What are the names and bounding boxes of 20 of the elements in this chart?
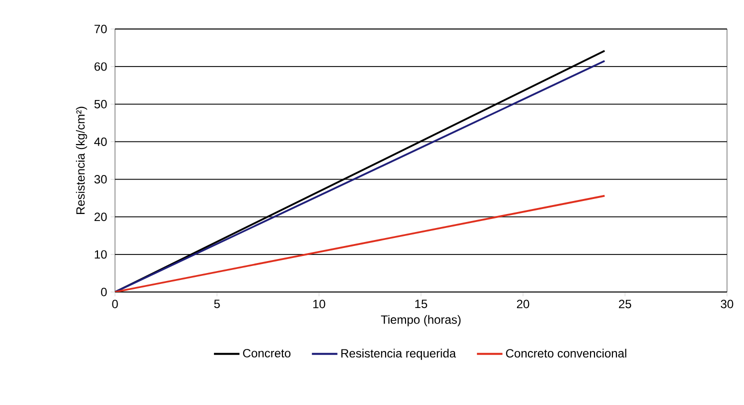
- y-tick-label: 20: [94, 212, 107, 222]
- x-axis-title: Tiempo (horas): [380, 315, 461, 326]
- y-tick-label: 50: [94, 100, 107, 108]
- y-tick-label: 40: [94, 137, 107, 146]
- x-tick-label: 15: [415, 300, 428, 308]
- y-tick-label: 0: [101, 288, 107, 296]
- y-axis-title: Resistencia (kg/cm²): [76, 106, 88, 214]
- legend-label: Concreto: [243, 348, 290, 358]
- x-tick-label: 30: [720, 300, 734, 308]
- y-tick-label: 70: [94, 24, 107, 34]
- x-tick-label: 5: [214, 300, 220, 308]
- legend-label: Resistencia requerida: [341, 348, 456, 360]
- y-tick-label: 60: [94, 62, 107, 71]
- x-tick-label: 20: [516, 300, 530, 308]
- x-tick-label: 10: [313, 300, 326, 308]
- x-tick-label: 25: [618, 300, 632, 308]
- x-tick-label: 0: [112, 300, 118, 308]
- y-tick-label: 10: [94, 250, 107, 259]
- y-tick-label: 30: [94, 175, 107, 184]
- legend-label: Concreto convencional: [506, 348, 626, 358]
